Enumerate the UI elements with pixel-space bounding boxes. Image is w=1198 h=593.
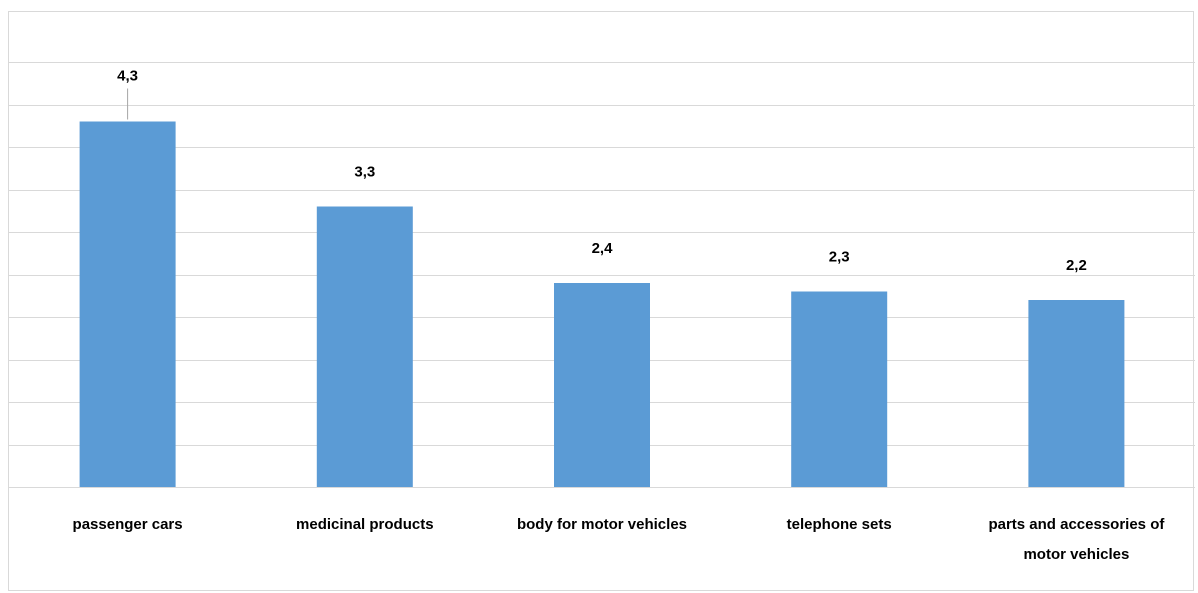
- bar-5: [1028, 300, 1125, 487]
- bar-3: [554, 283, 650, 487]
- category-label-3: body for motor vehicles: [517, 516, 687, 533]
- category-label-5: parts and accessories of motor vehicles: [988, 516, 1165, 563]
- data-label-1: 4,3: [117, 68, 138, 85]
- bar-2: [316, 206, 413, 487]
- data-label-4: 2,3: [829, 249, 850, 266]
- category-label-4: telephone sets: [787, 516, 892, 533]
- bar-4: [791, 291, 888, 487]
- category-label-2: medicinal products: [296, 516, 434, 533]
- chart-frame: 4,3 passenger cars 3,3 medicinal products 2,…: [8, 11, 1195, 591]
- bar-1: [79, 121, 176, 487]
- data-label-2: 3,3: [354, 164, 375, 181]
- category-label-1: passenger cars: [73, 516, 183, 533]
- data-label-3: 2,4: [592, 240, 614, 257]
- data-label-5: 2,2: [1066, 257, 1087, 274]
- bar-chart: 4,3 passenger cars 3,3 medicinal products 2,…: [9, 62, 1195, 563]
